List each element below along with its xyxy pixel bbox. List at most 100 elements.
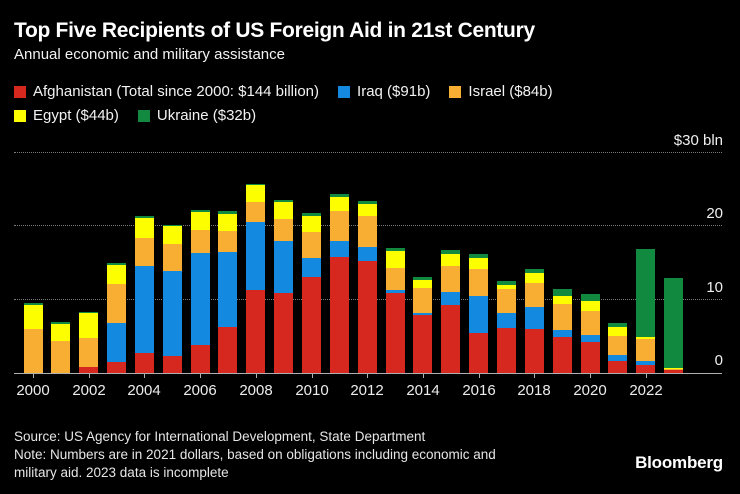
bar-2012-ukraine: [358, 201, 377, 204]
bar-2005-egypt: [163, 226, 182, 244]
bar-2021-israel: [608, 336, 627, 355]
bar-2013-iraq: [386, 290, 405, 293]
x-axis-label-2022: 2022: [629, 382, 663, 399]
bar-2016-iraq: [469, 296, 488, 333]
bar-2004-egypt: [135, 218, 154, 238]
bar-2012-afghanistan: [358, 261, 377, 373]
bar-2006-iraq: [191, 253, 210, 345]
bar-2002-egypt: [79, 313, 98, 338]
bar-2023-egypt: [664, 368, 683, 369]
bar-2017-iraq: [497, 313, 516, 328]
chart-subtitle: Annual economic and military assistance: [14, 46, 285, 63]
bar-2023-ukraine: [664, 278, 683, 368]
bar-2001-egypt: [51, 324, 70, 341]
bar-2009-afghanistan: [274, 293, 293, 373]
legend-label-egypt: Egypt ($44b): [33, 107, 119, 124]
bar-2019-israel: [553, 304, 572, 330]
bar-2022-afghanistan: [636, 365, 655, 373]
bar-2005-israel: [163, 244, 182, 271]
y-axis-label-30: $30 bln: [673, 131, 723, 149]
bar-2018-israel: [525, 283, 544, 307]
bar-2023-afghanistan: [664, 370, 683, 373]
bar-2014-afghanistan: [413, 315, 432, 373]
bar-2008-afghanistan: [246, 290, 265, 373]
bar-2021-ukraine: [608, 323, 627, 327]
bar-2011-ukraine: [330, 194, 349, 197]
bar-2019-ukraine: [553, 289, 572, 296]
bar-2009-israel: [274, 219, 293, 241]
bar-2017-israel: [497, 289, 516, 313]
x-axis-label-2016: 2016: [462, 382, 496, 399]
bar-2007-israel: [218, 231, 237, 252]
bar-2006-afghanistan: [191, 345, 210, 373]
bar-2011-iraq: [330, 241, 349, 257]
bar-2003-israel: [107, 284, 126, 323]
bar-2002-israel: [79, 338, 98, 367]
bar-2020-ukraine: [581, 294, 600, 301]
bar-2012-egypt: [358, 204, 377, 216]
x-axis-label-2004: 2004: [127, 382, 161, 399]
bar-2020-iraq: [581, 335, 600, 342]
x-axis-label-2000: 2000: [16, 382, 50, 399]
bar-2003-afghanistan: [107, 362, 126, 373]
bar-2008-ukraine: [246, 184, 265, 185]
x-axis-label-2012: 2012: [350, 382, 384, 399]
bloomberg-logo: Bloomberg: [635, 453, 723, 472]
bar-2007-ukraine: [218, 211, 237, 214]
bar-2003-iraq: [107, 323, 126, 362]
bar-2007-afghanistan: [218, 327, 237, 373]
bar-2015-ukraine: [441, 250, 460, 254]
x-tick-2014: [423, 373, 424, 378]
bar-2003-egypt: [107, 265, 126, 284]
chart-legend: Afghanistan (Total since 2000: $144 bill…: [14, 83, 654, 124]
bar-2008-egypt: [246, 185, 265, 202]
bar-2014-egypt: [413, 280, 432, 288]
bar-2022-egypt: [636, 337, 655, 339]
bar-2020-afghanistan: [581, 342, 600, 373]
x-tick-2012: [367, 373, 368, 378]
bar-2022-ukraine: [636, 249, 655, 337]
x-axis-label-2008: 2008: [239, 382, 273, 399]
bar-2005-ukraine: [163, 225, 182, 226]
bar-2010-egypt: [302, 216, 321, 232]
bar-2014-iraq: [413, 313, 432, 315]
x-tick-2016: [479, 373, 480, 378]
bar-2009-egypt: [274, 202, 293, 219]
x-axis-label-2018: 2018: [517, 382, 551, 399]
bar-2013-egypt: [386, 251, 405, 268]
bar-2013-israel: [386, 268, 405, 290]
bar-2004-iraq: [135, 266, 154, 353]
bar-2021-iraq: [608, 355, 627, 361]
bar-2000-ukraine: [24, 303, 43, 305]
legend-swatch-ukraine: [137, 109, 150, 122]
x-tick-2004: [144, 373, 145, 378]
legend-label-israel: Israel ($84b): [468, 83, 553, 100]
legend-item-israel: Israel ($84b): [449, 83, 553, 100]
bar-2015-iraq: [441, 292, 460, 305]
x-tick-2006: [200, 373, 201, 378]
x-axis-label-2010: 2010: [295, 382, 329, 399]
bar-2006-ukraine: [191, 210, 210, 212]
bar-2002-ukraine: [79, 312, 98, 313]
bar-2007-egypt: [218, 214, 237, 231]
bar-2018-ukraine: [525, 269, 544, 273]
bar-2018-egypt: [525, 273, 544, 283]
bar-2017-egypt: [497, 285, 516, 289]
bar-2019-iraq: [553, 330, 572, 337]
bar-2019-afghanistan: [553, 337, 572, 373]
bar-2018-afghanistan: [525, 329, 544, 373]
x-tick-2020: [590, 373, 591, 378]
bar-2014-ukraine: [413, 277, 432, 280]
x-axis-label-2006: 2006: [183, 382, 217, 399]
bar-2010-iraq: [302, 258, 321, 277]
legend-label-ukraine: Ukraine ($32b): [156, 107, 257, 124]
bar-2003-ukraine: [107, 263, 126, 265]
y-axis-label-0: 0: [714, 352, 723, 369]
bar-2020-egypt: [581, 301, 600, 311]
x-tick-2018: [534, 373, 535, 378]
note-line-2: military aid. 2023 data is incomplete: [14, 465, 229, 480]
bar-2000-israel: [24, 329, 43, 373]
bar-2000-egypt: [24, 305, 43, 329]
bar-2015-afghanistan: [441, 305, 460, 373]
